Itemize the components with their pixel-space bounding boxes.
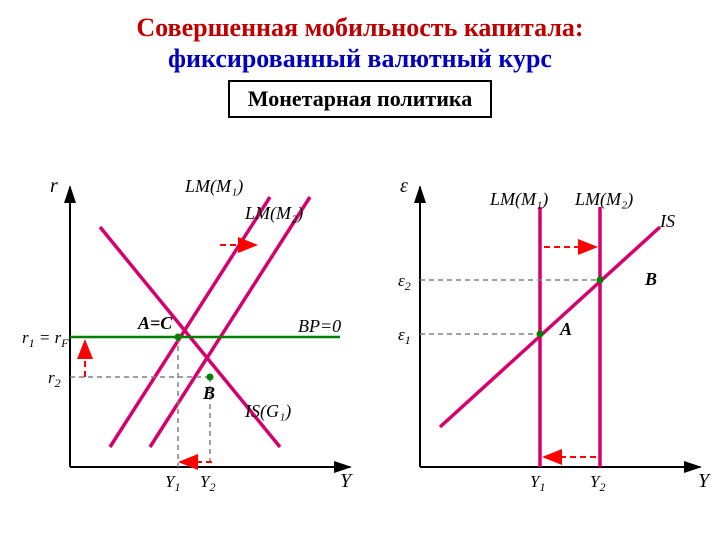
left-BP-label: BP=0: [298, 316, 341, 336]
right-eps1: ε1: [398, 325, 411, 347]
right-Y1: Y1: [530, 472, 545, 494]
right-IS: [440, 227, 660, 427]
title-line1: Совершенная мобильность капитала:: [136, 13, 583, 42]
right-eps2: ε2: [398, 271, 411, 293]
left-y-label: r: [50, 175, 58, 197]
left-LM1-label: LM(M₁): [184, 176, 243, 197]
left-x-label: Y: [340, 470, 353, 492]
title-line2: фиксированный валютный курс: [168, 44, 552, 73]
left-r2-label: r2: [48, 368, 61, 390]
left-pointB: [207, 374, 214, 381]
left-r1-label: r1 = rF: [22, 328, 69, 350]
left-LM2-label: LM(M₂): [244, 203, 303, 224]
chart-area: r Y LM(M₁) LM(M₂) BP=0 IS(G₁) A=C B r1 =…: [20, 167, 700, 537]
diagram-svg: r Y LM(M₁) LM(M₂) BP=0 IS(G₁) A=C B r1 =…: [20, 167, 720, 527]
left-B-label: B: [202, 383, 215, 403]
left-Y2-label: Y2: [200, 472, 215, 494]
right-y-label: ε: [400, 175, 408, 197]
right-LM2-label: LM(M₂): [574, 189, 633, 210]
right-B-label: B: [644, 269, 657, 289]
left-IS-label: IS(G₁): [244, 401, 291, 422]
left-Y1-label: Y1: [165, 472, 180, 494]
right-IS-label: IS: [659, 211, 675, 231]
right-pointB: [597, 277, 604, 284]
right-pointA: [537, 331, 544, 338]
subtitle-box: Монетарная политика: [228, 80, 493, 118]
right-A-label: A: [559, 319, 572, 339]
right-x-label: Y: [698, 470, 711, 492]
right-Y2: Y2: [590, 472, 605, 494]
left-pointA: [175, 334, 182, 341]
right-LM1-label: LM(M₁): [489, 189, 548, 210]
left-AC-label: A=C: [137, 313, 173, 333]
